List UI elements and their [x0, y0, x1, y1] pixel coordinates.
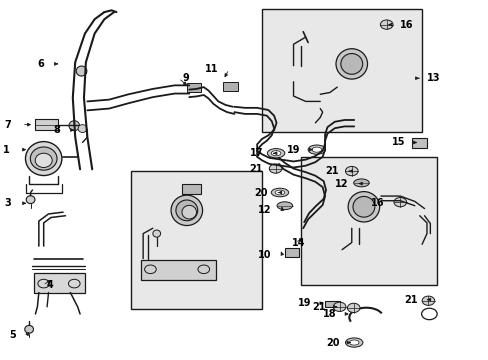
Text: 14: 14 [291, 238, 305, 248]
Text: 8: 8 [54, 125, 61, 135]
Text: 21: 21 [248, 164, 262, 174]
Circle shape [345, 166, 357, 176]
Ellipse shape [352, 197, 374, 217]
Ellipse shape [267, 149, 284, 158]
Text: 21: 21 [403, 295, 416, 305]
Bar [141, 260, 216, 280]
Text: 4: 4 [46, 280, 53, 291]
Ellipse shape [271, 150, 280, 156]
Ellipse shape [340, 54, 362, 74]
Text: 12: 12 [335, 179, 348, 189]
Ellipse shape [345, 338, 362, 347]
Text: 6: 6 [37, 59, 43, 69]
Text: 16: 16 [400, 19, 413, 30]
Text: 19: 19 [297, 298, 311, 308]
Bar [300, 157, 436, 285]
Ellipse shape [176, 200, 197, 221]
Ellipse shape [35, 153, 52, 167]
Circle shape [393, 198, 406, 207]
Circle shape [380, 20, 392, 29]
Ellipse shape [348, 340, 358, 345]
Text: 12: 12 [258, 205, 271, 215]
Bar [223, 82, 237, 91]
Bar [186, 83, 201, 93]
Bar [35, 119, 58, 130]
Ellipse shape [347, 192, 379, 222]
Text: 20: 20 [253, 188, 267, 198]
Ellipse shape [153, 230, 160, 237]
Ellipse shape [311, 147, 321, 152]
Ellipse shape [335, 49, 367, 79]
Bar [284, 248, 299, 257]
Ellipse shape [182, 205, 196, 219]
Circle shape [346, 303, 359, 312]
Ellipse shape [271, 188, 288, 197]
Ellipse shape [76, 66, 87, 76]
Text: 9: 9 [182, 73, 189, 83]
Ellipse shape [307, 145, 325, 154]
Ellipse shape [78, 125, 87, 132]
Text: 15: 15 [391, 138, 404, 148]
Text: 19: 19 [287, 145, 300, 155]
Text: 17: 17 [249, 148, 263, 158]
Text: 13: 13 [426, 73, 440, 83]
Circle shape [333, 302, 345, 311]
Text: 10: 10 [258, 250, 271, 260]
Ellipse shape [277, 202, 292, 210]
Ellipse shape [353, 179, 368, 187]
Text: 7: 7 [4, 120, 11, 130]
Text: 20: 20 [325, 338, 339, 347]
Text: 5: 5 [9, 330, 16, 341]
Ellipse shape [25, 325, 34, 333]
Circle shape [269, 164, 281, 173]
Ellipse shape [171, 195, 202, 226]
Text: 3: 3 [4, 198, 11, 208]
Bar [262, 9, 421, 132]
Bar [182, 184, 201, 194]
Bar [411, 138, 426, 148]
Bar [34, 273, 85, 293]
Text: 16: 16 [370, 198, 384, 208]
Text: 21: 21 [311, 302, 325, 312]
Text: 21: 21 [325, 166, 338, 176]
Text: 11: 11 [204, 64, 218, 74]
Ellipse shape [30, 147, 57, 170]
Ellipse shape [69, 121, 80, 131]
Ellipse shape [25, 141, 62, 176]
Ellipse shape [26, 196, 35, 203]
Circle shape [421, 296, 434, 305]
Text: 1: 1 [3, 145, 10, 155]
Bar [325, 301, 339, 307]
Text: 18: 18 [322, 309, 336, 319]
Ellipse shape [275, 190, 284, 195]
Bar [131, 171, 262, 309]
